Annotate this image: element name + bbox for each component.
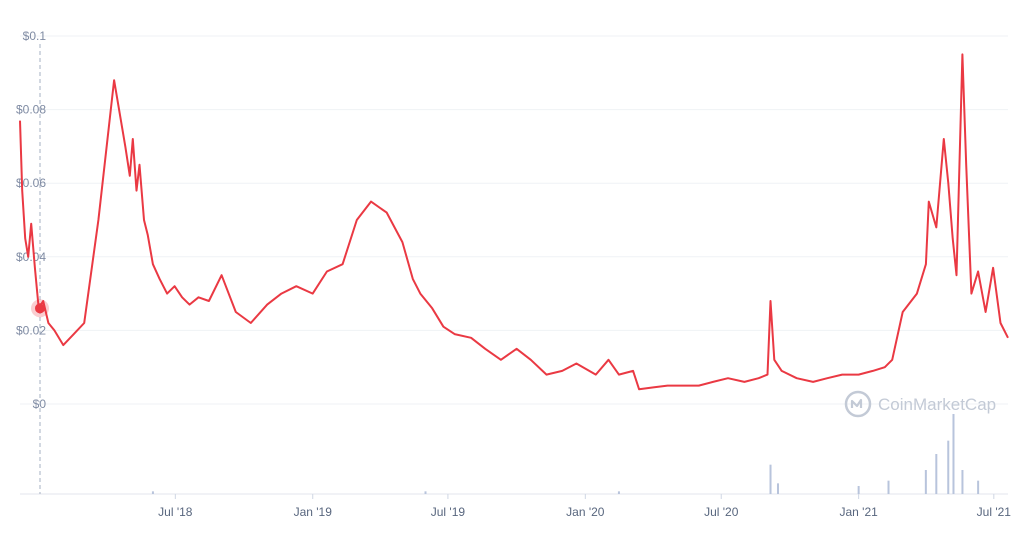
volume-bar xyxy=(776,483,779,494)
grid-lines xyxy=(20,35,1008,495)
volume-bar xyxy=(952,414,955,494)
x-tick-label: Jul '21 xyxy=(977,505,1012,519)
x-axis: Jul '18 Jan '19 Jul '19 Jan '20 Jul '20 Jan '… xyxy=(158,494,1011,519)
volume-bar xyxy=(617,491,620,494)
x-tick-label: Jan '21 xyxy=(839,505,878,519)
volume-bar xyxy=(857,486,860,494)
x-tick-label: Jan '19 xyxy=(294,505,333,519)
y-tick-label: $0.1 xyxy=(23,29,47,43)
volume-bar xyxy=(151,491,154,494)
volume-bar xyxy=(977,480,980,494)
volume-bar xyxy=(887,480,890,494)
hover-marker xyxy=(31,299,49,318)
volume-bar xyxy=(924,470,927,494)
hover-marker-dot xyxy=(35,303,45,314)
volume-bar xyxy=(769,464,772,494)
x-tick-label: Jan '20 xyxy=(566,505,605,519)
volume-bar xyxy=(935,454,938,494)
y-axis: $0 $0.02 $0.04 $0.06 $0.08 $0.1 xyxy=(16,29,46,411)
volume-bar xyxy=(947,440,950,494)
x-tick-label: Jul '20 xyxy=(704,505,739,519)
y-tick-label: $0.08 xyxy=(16,103,46,117)
y-tick-label: $0 xyxy=(33,397,47,411)
coinmarketcap-logo-icon xyxy=(844,390,872,418)
price-line xyxy=(19,53,1009,391)
x-tick-label: Jul '18 xyxy=(158,505,193,519)
watermark: CoinMarketCap xyxy=(844,390,996,418)
volume-bars xyxy=(151,414,980,494)
y-tick-label: $0.06 xyxy=(16,176,46,190)
volume-bar xyxy=(961,470,964,494)
line-series xyxy=(19,53,1009,391)
watermark-text: CoinMarketCap xyxy=(878,395,996,414)
x-tick-label: Jul '19 xyxy=(431,505,466,519)
volume-bar xyxy=(424,491,427,494)
y-tick-label: $0.02 xyxy=(16,323,46,337)
y-tick-label: $0.04 xyxy=(16,250,46,264)
